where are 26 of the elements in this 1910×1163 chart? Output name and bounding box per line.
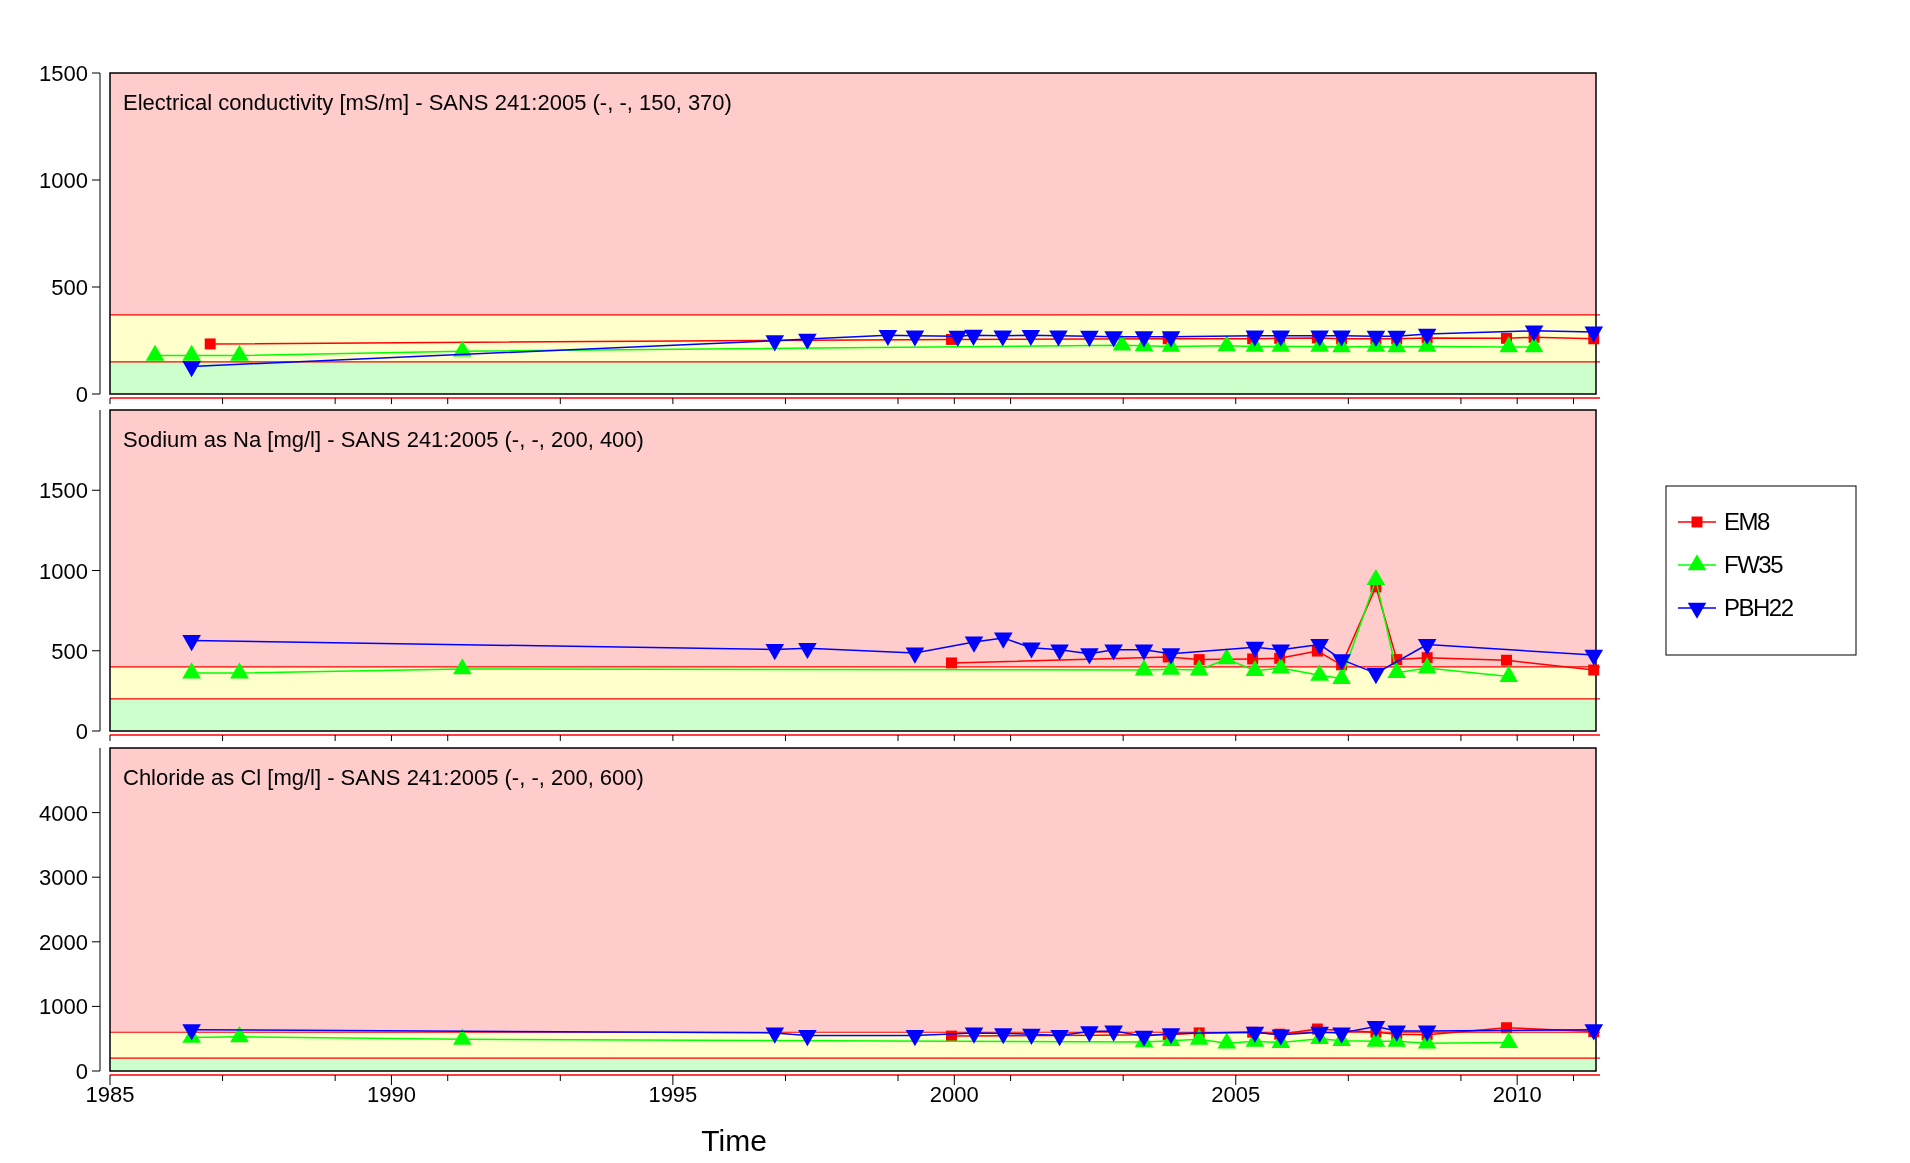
y-tick-label: 1000 [39, 168, 88, 193]
y-tick-label: 1000 [39, 558, 88, 584]
y-tick-label: 500 [51, 638, 88, 664]
legend-label: EM8 [1724, 508, 1770, 535]
x-tick-label: 2005 [1211, 1082, 1261, 1107]
text: Electrical conductivity [mS/m] - SANS 241:2005 (-, -, 150, 370) [123, 90, 732, 115]
x-tick-label: 2010 [1492, 1082, 1542, 1107]
text: Chloride as Cl [mg/l] - SANS 241:2005 (-, -, 200, 600) [123, 765, 644, 790]
legend-label: FW35 [1724, 551, 1784, 578]
y-tick-label: 500 [51, 275, 88, 300]
text: Sodium as Na [mg/l] - SANS 241:2005 (-, -, 200, 400) [123, 427, 644, 452]
y-tick-label: 1500 [39, 478, 88, 504]
x-tick-label: 1985 [85, 1082, 135, 1107]
y-tick-label: 1500 [39, 61, 88, 86]
x-tick-label: 1990 [366, 1082, 416, 1107]
legend-label: PBH22 [1724, 594, 1794, 621]
y-tick-label: 2000 [39, 929, 88, 955]
x-axis-title: Time [701, 1124, 767, 1157]
y-tick-label: 3000 [39, 865, 88, 891]
x-tick-label: 2000 [929, 1082, 979, 1107]
x-tick-label: 1995 [648, 1082, 698, 1107]
y-tick-label: 4000 [39, 800, 88, 826]
y-tick-label: 1000 [39, 994, 88, 1020]
y-tick-label: 0 [75, 382, 88, 407]
y-tick-label: 0 [75, 719, 88, 744]
y-tick-label: 0 [75, 1059, 88, 1084]
